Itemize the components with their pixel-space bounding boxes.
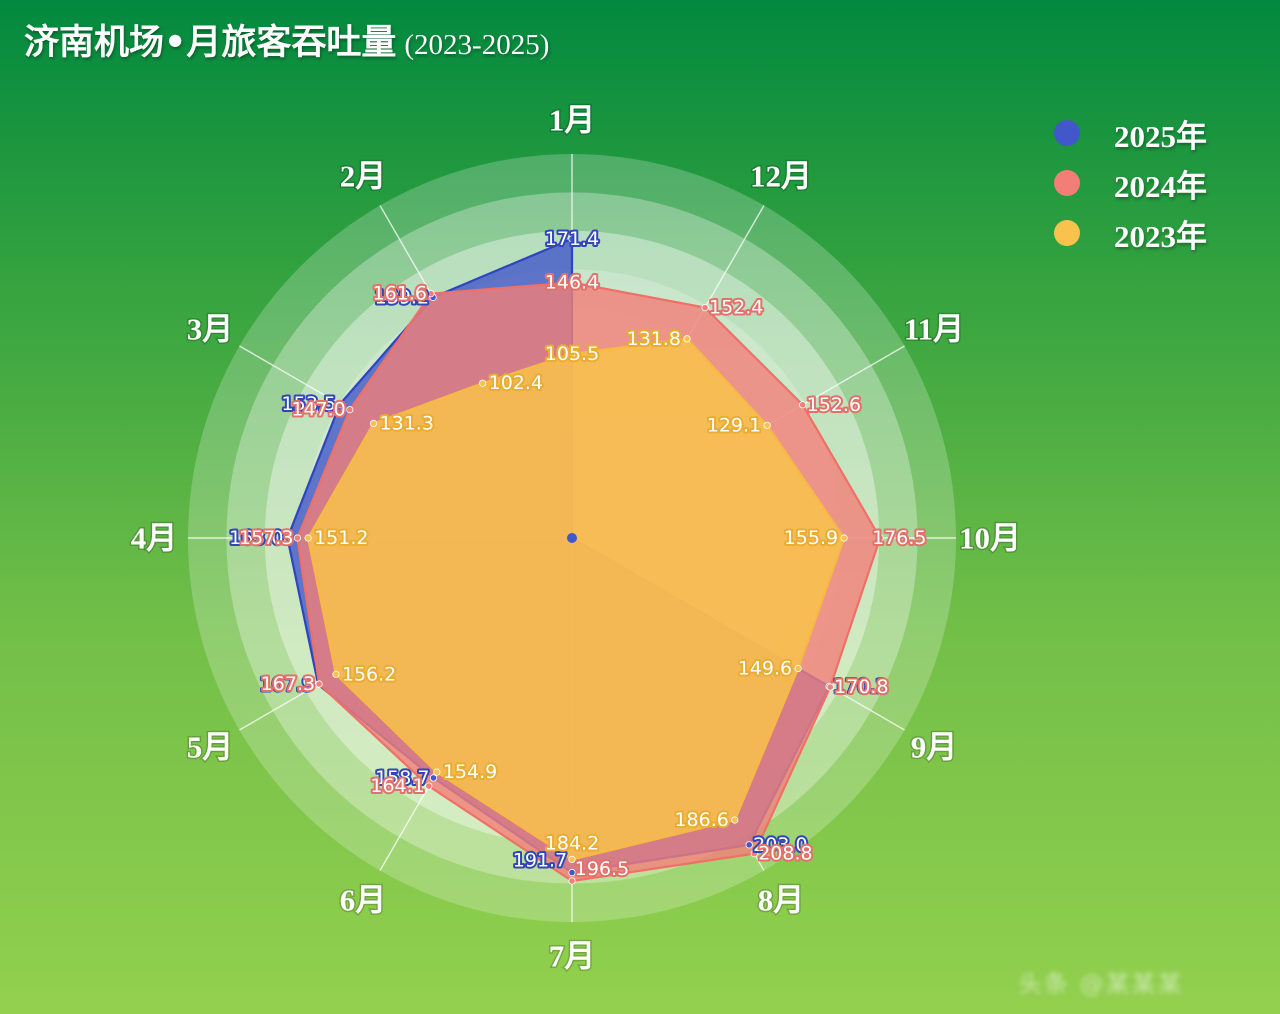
axis-label-3: 11月 — [904, 312, 964, 347]
data-label: 146.4 — [545, 271, 599, 293]
data-point — [429, 774, 438, 782]
axis-label-6: 8月 — [758, 882, 805, 917]
legend-marker — [1054, 170, 1080, 196]
axis-label-10: 4月 — [131, 521, 178, 556]
data-point — [433, 768, 441, 776]
data-point — [336, 400, 344, 408]
axis-label-12: 2月 — [340, 159, 387, 194]
data-point — [731, 816, 739, 824]
data-label: 157.3 — [239, 527, 293, 549]
data-label: 159.2 — [375, 286, 429, 308]
axis-label-4: 10月 — [959, 521, 1021, 556]
data-label: 196.5 — [575, 858, 629, 880]
data-label: 102.4 — [489, 372, 543, 394]
chart-title: 济南机场•月旅客吞吐量 (2023-2025) — [24, 14, 549, 65]
data-point — [304, 534, 312, 542]
data-point — [369, 419, 378, 428]
data-point — [794, 664, 802, 673]
data-label: 152.6 — [807, 394, 861, 416]
data-point — [568, 877, 576, 885]
data-point — [745, 841, 753, 849]
axis-label-2: 12月 — [750, 159, 812, 194]
data-point — [293, 534, 302, 542]
data-label: 131.8 — [627, 328, 681, 350]
data-point — [799, 401, 807, 409]
data-label: 158.7 — [375, 767, 429, 789]
legend-label: 2025年 — [1114, 118, 1207, 154]
data-label: 203.0 — [753, 834, 807, 856]
data-point — [332, 670, 340, 678]
axis-label-1: 1月 — [549, 103, 596, 138]
data-point — [568, 855, 576, 864]
data-label: 155.9 — [784, 527, 838, 549]
data-point — [568, 278, 576, 287]
axis-label-7: 7月 — [549, 939, 596, 974]
data-label: 152.4 — [709, 297, 763, 319]
data-label: 171.4 — [545, 228, 599, 250]
data-point — [701, 304, 709, 312]
data-label: 184.2 — [545, 833, 599, 855]
chart-subtitle: (2023-2025) — [404, 29, 550, 61]
legend-label: 2023年 — [1114, 218, 1207, 254]
data-label: 186.6 — [674, 809, 728, 831]
data-label: 149.6 — [738, 658, 792, 680]
data-point — [479, 379, 487, 387]
data-label: 170.1 — [833, 675, 887, 697]
data-point — [568, 869, 576, 877]
center-point — [567, 533, 577, 543]
data-label: 167.9 — [260, 674, 314, 696]
data-label: 170.8 — [834, 676, 888, 698]
data-point — [683, 335, 691, 343]
data-label: 163.0 — [229, 527, 283, 549]
axis-label-9: 5月 — [187, 730, 234, 765]
data-point — [568, 235, 576, 243]
data-label: 191.7 — [513, 850, 567, 872]
legend-item-2023[interactable]: 2023年 — [1054, 208, 1207, 258]
data-point — [425, 782, 433, 790]
data-label: 154.9 — [443, 761, 497, 783]
watermark: 头条 @某某某 — [1018, 970, 1184, 998]
legend-item-2025[interactable]: 2025年 — [1054, 108, 1207, 158]
data-point — [346, 406, 354, 414]
data-label: 167.3 — [261, 673, 315, 695]
data-label: 129.1 — [707, 414, 761, 436]
data-label: 208.8 — [758, 843, 812, 865]
data-point — [763, 421, 771, 429]
legend-marker — [1054, 120, 1080, 146]
data-point — [315, 680, 323, 688]
data-label: 131.3 — [380, 412, 434, 434]
data-point — [876, 534, 884, 542]
axis-label-8: 6月 — [340, 882, 387, 917]
data-label: 147.0 — [291, 399, 345, 421]
data-label: 176.5 — [872, 527, 926, 549]
legend-item-2024[interactable]: 2024年 — [1054, 158, 1207, 208]
legend: 2025年 2024年 2023年 — [1054, 108, 1207, 258]
data-label: 153.5 — [282, 393, 336, 415]
data-point — [568, 350, 576, 358]
chart-title-main: 济南机场•月旅客吞吐量 — [24, 23, 397, 63]
legend-label: 2024年 — [1114, 168, 1207, 204]
data-point — [283, 534, 292, 542]
data-label: 164.1 — [370, 775, 424, 797]
data-label: 105.5 — [545, 343, 599, 365]
data-label: 151.2 — [314, 527, 368, 549]
data-point — [750, 850, 758, 858]
legend-marker — [1054, 220, 1080, 246]
data-point — [427, 290, 435, 298]
data-point — [840, 534, 848, 542]
axis-label-11: 3月 — [187, 312, 234, 347]
axis-label-5: 9月 — [911, 730, 958, 765]
data-point — [826, 683, 834, 691]
data-label: 156.2 — [342, 663, 396, 685]
data-label: 161.6 — [373, 283, 427, 305]
